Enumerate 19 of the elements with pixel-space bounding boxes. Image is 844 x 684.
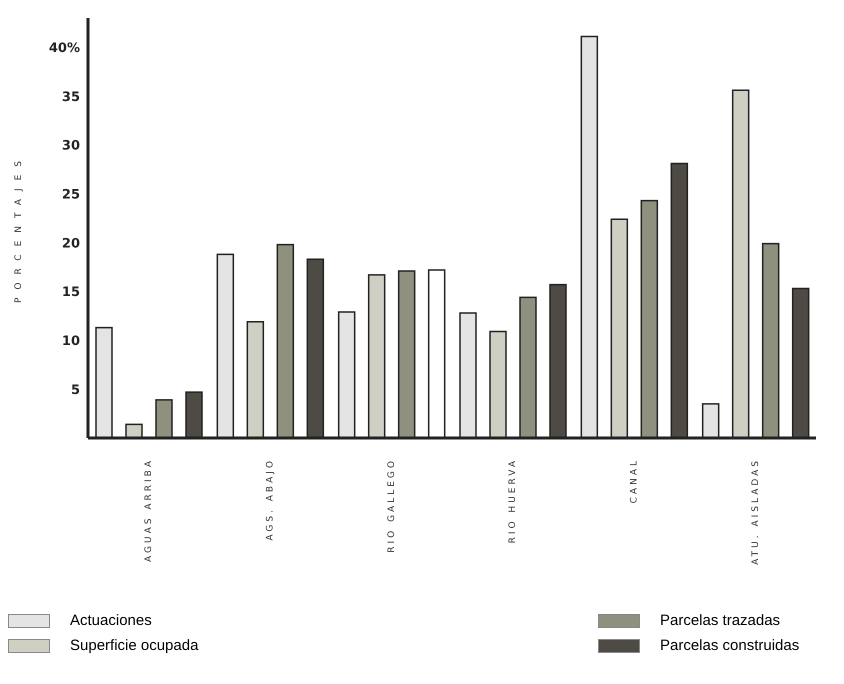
- y-tick-label: 20: [62, 236, 80, 252]
- x-tick-label: RIO GALLEGO: [386, 458, 397, 553]
- x-tick-label: ATU. AISLADAS: [750, 458, 761, 565]
- x-tick-label: CANAL: [629, 458, 640, 504]
- legend-label: Actuaciones: [70, 612, 152, 629]
- y-tick-label: 5: [70, 382, 80, 398]
- y-tick-label: 40%: [48, 40, 80, 56]
- legend-label: Superficie ocupada: [70, 637, 198, 654]
- legend-label: Parcelas construidas: [660, 637, 800, 654]
- y-tick-label: 15: [62, 285, 80, 300]
- x-tick-label: AGS. ABAJO: [265, 458, 276, 541]
- y-axis-title: PORCENTAJES: [14, 152, 24, 304]
- x-tick-label: AGUAS ARRIBA: [144, 458, 154, 562]
- y-tick-label: 25: [62, 187, 80, 202]
- y-tick-label: 30: [62, 138, 80, 154]
- legend-label: Parcelas trazadas: [660, 612, 780, 629]
- y-tick-label: 10: [62, 334, 80, 349]
- y-tick-label: 35: [62, 90, 80, 105]
- x-tick-label: RIO HUERVA: [508, 458, 518, 544]
